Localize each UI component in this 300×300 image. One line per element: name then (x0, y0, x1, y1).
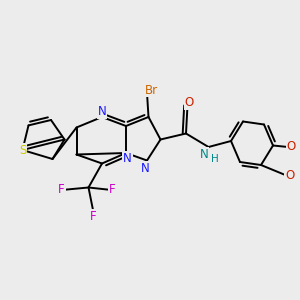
Text: N: N (123, 152, 132, 165)
Text: F: F (109, 183, 116, 196)
Text: O: O (184, 96, 194, 109)
Text: N: N (141, 161, 150, 175)
Text: O: O (286, 140, 296, 154)
Text: S: S (19, 143, 26, 157)
Text: F: F (58, 183, 65, 196)
Text: F: F (90, 209, 96, 223)
Text: Br: Br (145, 83, 158, 97)
Text: N: N (98, 105, 106, 118)
Text: O: O (285, 169, 294, 182)
Text: H: H (211, 154, 218, 164)
Text: N: N (200, 148, 208, 161)
